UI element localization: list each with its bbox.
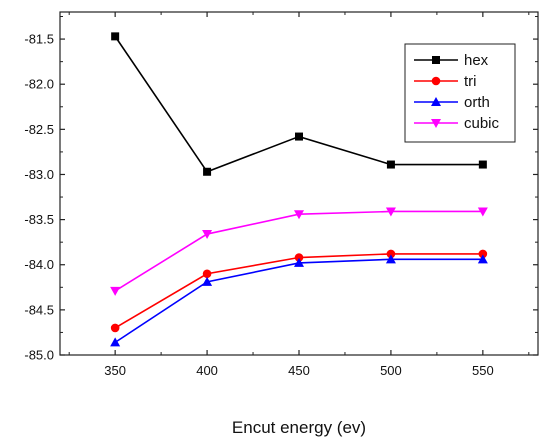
- data-point-cubic: [477, 207, 488, 217]
- data-point-hex: [203, 167, 212, 176]
- legend-marker-orth: [431, 97, 441, 106]
- legend: hex tri orth cubic: [404, 43, 516, 143]
- data-point-cubic: [385, 207, 396, 217]
- x-axis-title: Encut energy (ev): [232, 418, 366, 437]
- legend-marker-hex: [432, 56, 440, 64]
- data-point-cubic: [110, 286, 121, 296]
- legend-label: orth: [464, 94, 490, 111]
- x-tick-label: 350: [104, 363, 126, 378]
- x-tick-label: 400: [196, 363, 218, 378]
- data-point-orth: [385, 254, 396, 264]
- series-layer: [110, 32, 488, 347]
- legend-label: cubic: [464, 115, 500, 132]
- data-point-tri: [478, 249, 488, 259]
- x-tick-label: 550: [472, 363, 494, 378]
- x-tick-label: 500: [380, 363, 402, 378]
- legend-item-tri: tri: [414, 73, 477, 90]
- data-point-orth: [110, 337, 121, 347]
- legend-item-orth: orth: [414, 94, 490, 111]
- data-point-hex: [386, 160, 395, 169]
- data-point-orth: [294, 257, 304, 267]
- legend-item-hex: hex: [414, 52, 489, 69]
- legend-label: hex: [464, 52, 489, 69]
- data-point-tri: [110, 323, 120, 333]
- series-orth: [110, 254, 488, 347]
- data-point-cubic: [202, 230, 213, 240]
- legend-marker-tri: [431, 76, 441, 86]
- y-tick-label: -84.5: [24, 302, 54, 317]
- legend-label: tri: [464, 73, 477, 90]
- y-tick-label: -83.0: [24, 167, 54, 182]
- y-tick-label: -85.0: [24, 348, 54, 363]
- data-point-tri: [386, 249, 396, 259]
- data-point-tri: [294, 253, 304, 262]
- y-tick-label: -81.5: [24, 32, 54, 47]
- data-point-hex: [478, 160, 487, 169]
- x-axis: 350 400 450 500 550: [68, 12, 530, 378]
- legend-item-cubic: cubic: [414, 115, 500, 132]
- data-point-orth: [477, 254, 488, 264]
- y-tick-label: -82.0: [24, 77, 54, 92]
- series-cubic: [110, 207, 488, 296]
- legend-marker-cubic: [431, 119, 441, 128]
- data-point-hex: [111, 32, 120, 41]
- y-axis: -81.5 -82.0 -82.5 -83.0 -83.5 -84.0 -84.5 -85.0: [24, 16, 538, 363]
- x-tick-label: 450: [288, 363, 310, 378]
- data-point-orth: [202, 276, 213, 286]
- series-tri: [110, 249, 488, 333]
- data-point-tri: [202, 269, 212, 279]
- data-point-hex: [295, 132, 303, 141]
- series-hex: [111, 32, 487, 176]
- y-tick-label: -82.5: [24, 122, 54, 137]
- y-tick-label: -84.0: [24, 257, 54, 272]
- y-tick-label: -83.5: [24, 212, 54, 227]
- data-point-cubic: [294, 210, 304, 220]
